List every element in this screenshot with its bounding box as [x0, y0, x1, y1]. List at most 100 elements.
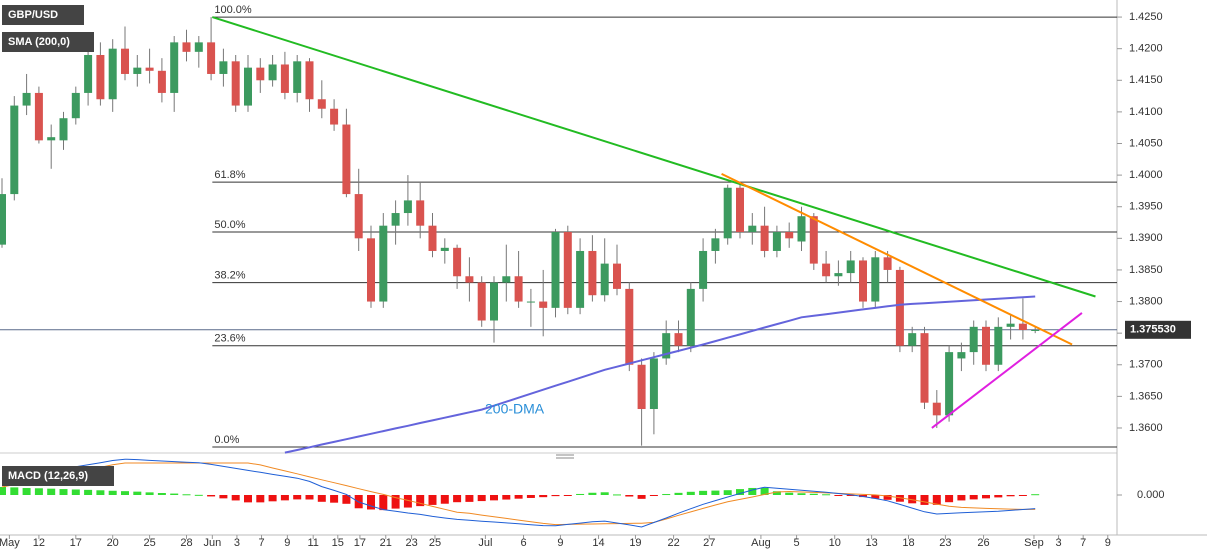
candle-body [662, 333, 671, 359]
candle-body [145, 67, 154, 71]
last-price-box [1125, 320, 1191, 339]
candle-body [846, 260, 855, 274]
y-tick-label: 1.4100 [1129, 106, 1163, 118]
macd-histogram-bar [22, 488, 31, 495]
fib-label: 23.6% [214, 333, 245, 345]
symbol-box [2, 5, 84, 25]
candle-body [699, 250, 708, 289]
macd-histogram-bar [403, 495, 412, 508]
x-tick-label: 22 [667, 537, 679, 549]
macd-histogram-bar [133, 491, 142, 495]
candle-body [957, 352, 966, 359]
candle-body [674, 333, 683, 346]
macd-histogram-bar [785, 492, 794, 495]
macd-histogram-bar [846, 495, 855, 496]
y-tick-label: 1.3850 [1129, 264, 1163, 276]
x-tick-label: 19 [629, 537, 641, 549]
y-tick-label: 1.4150 [1129, 74, 1163, 86]
candle-body [477, 282, 486, 321]
macd-histogram-bar [834, 495, 843, 496]
macd-histogram-bar [367, 495, 375, 510]
macd-histogram-bar [539, 495, 548, 498]
candle-body [268, 64, 277, 81]
y-tick-label: 1.3900 [1129, 232, 1163, 244]
sma-annotation: 200-DMA [485, 401, 545, 417]
x-tick-label: 25 [429, 537, 441, 549]
candle-body [895, 269, 904, 346]
macd-histogram-bar [244, 495, 252, 503]
sma-line [284, 295, 1036, 454]
x-tick-label: 25 [143, 537, 155, 549]
x-tick-label: 10 [829, 537, 841, 549]
x-tick-label: Jun [203, 537, 221, 549]
macd-histogram-bar [428, 495, 437, 505]
macd-histogram-bar [416, 495, 425, 507]
x-tick-label: 9 [284, 537, 290, 549]
macd-histogram-bar [268, 495, 277, 502]
candle-body [317, 99, 326, 109]
candle-body [588, 250, 597, 296]
macd-histogram-bar [895, 495, 904, 502]
candle-body [59, 118, 68, 141]
candle-body [354, 194, 363, 239]
candle-body [428, 225, 437, 251]
indicator-box [2, 32, 94, 52]
candle-body [1006, 323, 1015, 327]
macd-histogram-bar [588, 492, 597, 495]
candle-body [686, 288, 695, 346]
x-tick-label: 13 [865, 537, 877, 549]
candle-body [231, 61, 240, 106]
last-price-label: 1.375530 [1130, 324, 1176, 336]
x-tick-label: 7 [258, 537, 264, 549]
macd-histogram-bar [256, 495, 265, 503]
macd-histogram-bar [342, 495, 351, 504]
macd-histogram-bar [71, 489, 80, 495]
trend-line [931, 312, 1083, 429]
x-tick-label: 7 [1080, 537, 1086, 549]
candle-body [219, 61, 228, 74]
candle-body [625, 288, 634, 365]
candle-body [539, 301, 548, 308]
candle-body [613, 263, 621, 289]
x-tick-label: 14 [592, 537, 604, 549]
macd-histogram-bar [797, 493, 806, 495]
macd-signal-line [1, 462, 1036, 526]
candle-body [403, 200, 412, 214]
candle-body [342, 124, 351, 195]
candle-body [133, 67, 142, 74]
x-tick-label: Aug [751, 537, 771, 549]
macd-histogram-bar [969, 495, 978, 500]
candle-body [96, 54, 105, 100]
macd-histogram-bar [1006, 495, 1015, 497]
macd-histogram-bar [772, 491, 781, 495]
candle-body [859, 260, 867, 302]
candle-body [453, 247, 462, 277]
macd-histogram-bar [453, 495, 462, 503]
candle-body [84, 54, 93, 93]
x-tick-label: 3 [234, 537, 240, 549]
candle-body [711, 238, 720, 251]
macd-histogram-bar [551, 495, 560, 497]
x-tick-label: Sep [1024, 537, 1044, 549]
x-tick-label: 15 [332, 537, 344, 549]
x-tick-label: 17 [354, 537, 366, 549]
macd-histogram-bar [391, 495, 400, 509]
candle-body [490, 282, 498, 321]
candle-body [305, 61, 314, 100]
candle-body [932, 402, 941, 416]
y-tick-label: 1.4250 [1129, 11, 1163, 23]
price-pane [0, 0, 1117, 452]
macd-histogram-bar [84, 489, 93, 495]
candle-body [465, 276, 474, 283]
candle-body [10, 105, 19, 195]
x-tick-label: 21 [380, 537, 392, 549]
macd-histogram-bar [908, 495, 917, 504]
macd-histogram-bar [600, 492, 609, 495]
candle-body [157, 70, 166, 93]
candle-body [440, 247, 449, 251]
macd-histogram-bar [649, 495, 658, 496]
macd-histogram-bar [330, 495, 339, 503]
macd-histogram-bar [440, 495, 449, 504]
x-tick-label: 17 [70, 537, 82, 549]
